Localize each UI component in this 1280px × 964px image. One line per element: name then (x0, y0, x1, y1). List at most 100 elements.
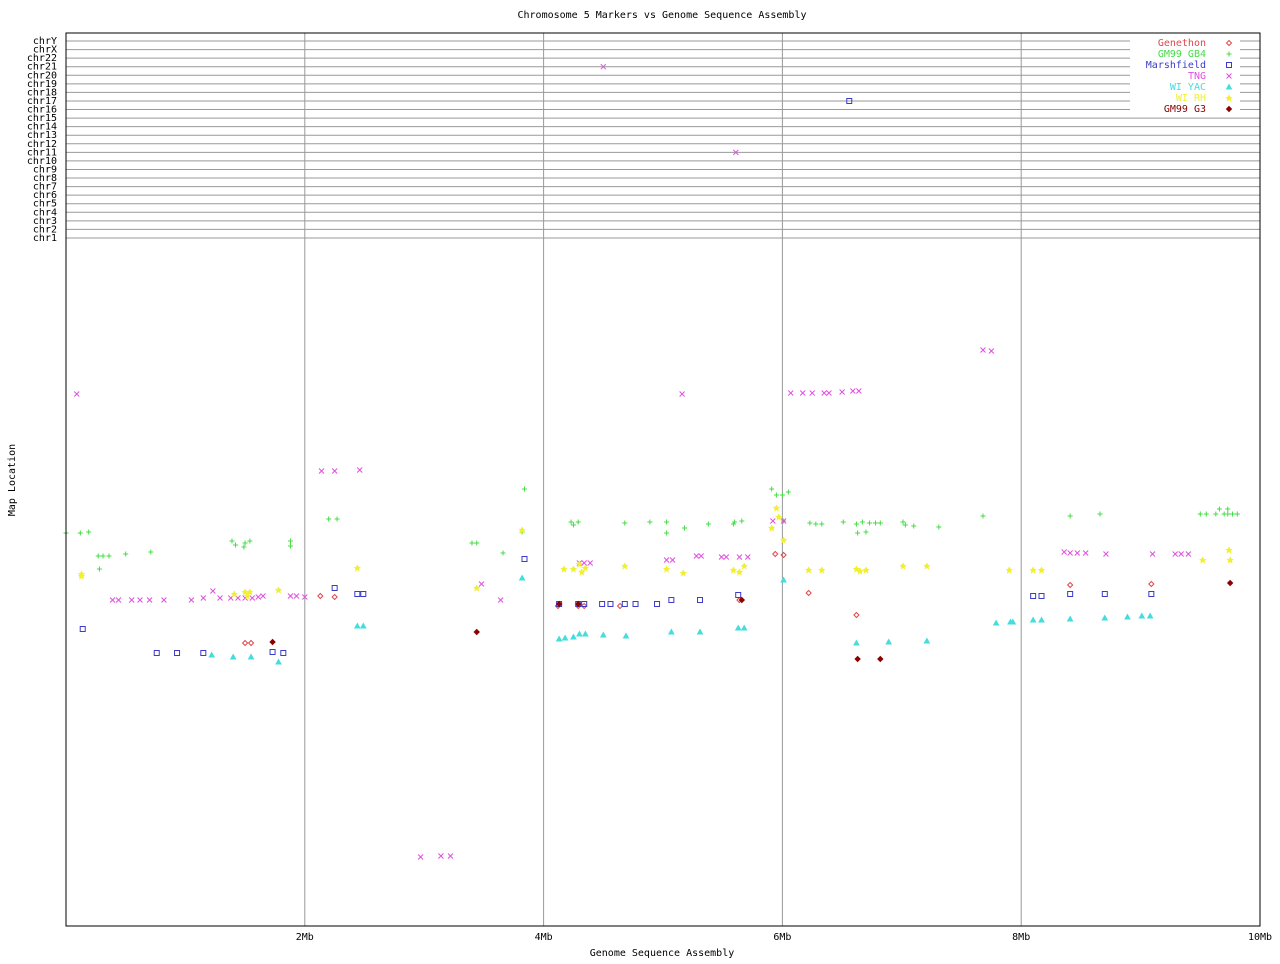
marker (853, 611, 860, 619)
marker (839, 389, 845, 395)
marker (473, 584, 481, 592)
legend-label: WI YAC (1170, 82, 1206, 93)
marker (1038, 616, 1045, 623)
marker (1225, 506, 1231, 512)
chromosome-label: chr4 (33, 207, 57, 218)
chromosome-label: chr16 (27, 105, 57, 116)
marker (578, 568, 586, 576)
chart-title: Chromosome 5 Markers vs Genome Sequence … (518, 10, 807, 21)
marker (696, 628, 704, 635)
marker (779, 492, 785, 498)
marker (447, 853, 454, 859)
marker (1225, 511, 1231, 517)
marker (867, 520, 873, 526)
x-tick-label: 6Mb (773, 932, 791, 943)
marker (1138, 612, 1146, 619)
marks (63, 63, 1240, 860)
marker (246, 588, 254, 596)
marker (1009, 618, 1017, 625)
marker (359, 622, 367, 629)
marker (1148, 580, 1155, 588)
marker (1226, 51, 1232, 57)
marker (1216, 506, 1222, 512)
marker (354, 591, 361, 597)
marker (840, 519, 846, 525)
marker (556, 601, 563, 607)
marker (230, 590, 238, 598)
chromosome-label: chr13 (27, 130, 57, 141)
marker (241, 544, 247, 550)
chromosome-label: chr8 (33, 173, 57, 184)
marker (787, 390, 794, 396)
marker (1061, 549, 1068, 555)
marker (718, 554, 725, 560)
legend-label: Genethon (1158, 38, 1206, 49)
marker (607, 601, 614, 607)
marker (96, 566, 102, 572)
marker (1226, 62, 1232, 68)
marker (570, 522, 576, 528)
marker (478, 581, 485, 587)
marker (243, 592, 252, 600)
marker (681, 525, 687, 531)
marker (853, 639, 860, 646)
marker (668, 628, 675, 635)
marker (86, 529, 92, 535)
marker (654, 601, 661, 607)
marker (174, 650, 181, 656)
legend-label: WI RH (1176, 93, 1206, 104)
marker (821, 390, 828, 396)
marker (729, 566, 738, 574)
plot-frame (65, 32, 1261, 927)
marker (275, 658, 282, 665)
marker (106, 553, 112, 559)
marker (247, 639, 255, 647)
marker (853, 521, 859, 527)
marker (521, 486, 527, 492)
marker (77, 572, 86, 580)
marker (518, 574, 526, 581)
marker (229, 538, 235, 544)
marker (128, 597, 135, 603)
marker (318, 468, 325, 474)
marker (555, 600, 563, 608)
marker (1197, 511, 1203, 517)
marker (738, 596, 746, 604)
marker (1067, 513, 1073, 519)
marker (1029, 566, 1037, 574)
marker (936, 524, 942, 530)
marker (353, 622, 361, 629)
marker (217, 595, 223, 601)
marker (1030, 593, 1037, 599)
marker (1149, 551, 1156, 557)
marker (570, 633, 577, 640)
marker (730, 521, 736, 527)
marker (587, 560, 594, 566)
marker (500, 550, 506, 556)
marker (575, 600, 582, 608)
marker (109, 597, 116, 603)
marker (188, 597, 195, 603)
marker (1097, 511, 1103, 517)
marker (923, 562, 931, 570)
marker (280, 650, 287, 656)
chromosome-label: chr17 (27, 96, 57, 107)
marker (247, 653, 255, 660)
marker (663, 557, 670, 563)
marker (1124, 613, 1131, 620)
marker (772, 504, 780, 512)
marker (599, 601, 606, 607)
marker (647, 519, 653, 525)
marker (1101, 614, 1109, 621)
marker (200, 650, 207, 656)
marker (417, 854, 424, 860)
marker (242, 540, 248, 546)
marker (581, 601, 588, 607)
marker (873, 520, 879, 526)
marker (326, 516, 332, 522)
marker (269, 638, 276, 646)
marker (569, 565, 578, 573)
marker (331, 585, 338, 591)
marker (849, 388, 856, 394)
marker (885, 638, 893, 645)
